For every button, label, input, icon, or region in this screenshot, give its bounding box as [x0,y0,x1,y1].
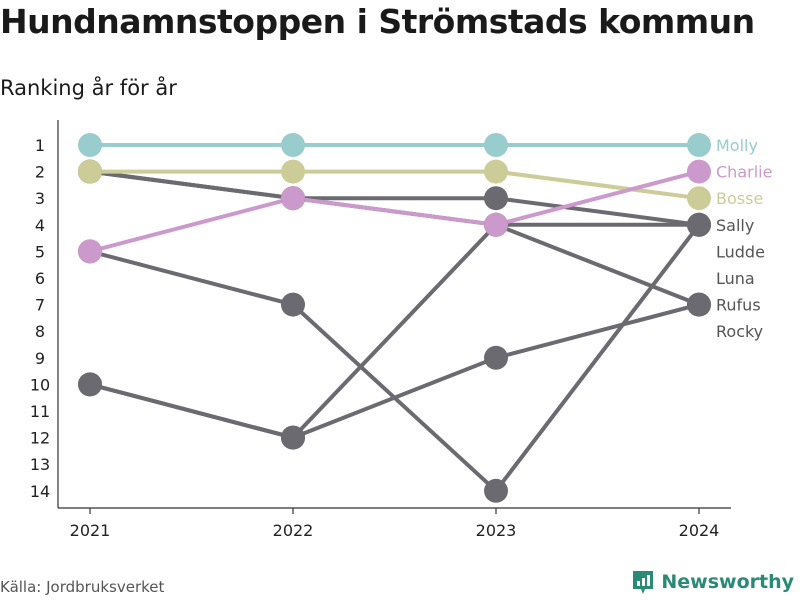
end-label-bosse: Bosse [716,189,763,208]
end-label-sally: Sally [716,216,754,235]
data-point-molly [687,133,711,157]
data-point-bosse [78,159,102,184]
series-line-sally [89,169,700,227]
series-line-ludde [89,222,699,440]
x-tick-label: 2021 [70,521,111,540]
series-line-luna [89,169,700,307]
end-label-ludde: Ludde [716,242,765,261]
series-line-charlie [89,169,700,254]
y-tick-label: 2 [35,163,45,182]
data-point-molly [484,133,508,157]
y-tick-label: 6 [35,269,45,288]
y-tick-label: 13 [30,455,50,474]
end-label-luna: Luna [716,269,755,288]
y-tick-label: 1 [35,136,45,155]
y-tick-label: 5 [35,242,45,261]
data-point-bosse [281,159,305,184]
data-point-bosse [687,186,711,211]
data-point-rufus [281,292,305,317]
y-tick-label: 4 [35,216,45,235]
data-point-charlie [281,186,305,211]
data-point-bosse [484,159,508,184]
y-tick-label: 8 [35,322,45,341]
x-tick-label: 2023 [476,521,517,540]
end-label-rocky: Rocky [716,322,763,341]
y-tick-label: 7 [35,296,45,315]
data-point-charlie [687,159,711,184]
x-tick-label: 2024 [679,521,720,540]
data-point-sally [484,186,508,211]
series-line-rocky [89,302,700,440]
data-point-ludde [78,372,102,397]
data-point-sally [687,212,711,237]
y-tick-label: 12 [30,429,50,448]
source-note: Källa: Jordbruksverket [0,578,165,596]
data-point-rufus [484,478,508,503]
x-tick-label: 2022 [273,521,314,540]
end-label-molly: Molly [716,136,758,155]
end-label-charlie: Charlie [716,163,772,182]
series-line-bosse [90,169,700,201]
y-tick-label: 11 [30,402,50,421]
data-point-rocky [484,345,508,370]
data-point-charlie [78,239,102,264]
data-point-molly [281,133,305,157]
bar-chart-icon [633,571,654,594]
y-tick-label: 3 [35,189,45,208]
y-tick-label: 10 [30,375,50,394]
data-point-luna [687,292,711,317]
brand-name: Newsworthy [661,571,794,593]
y-tick-label: 14 [30,482,50,501]
chart-title: Hundnamnstoppen i Strömstads kommun [0,2,755,41]
chart-subtitle: Ranking år för år [0,76,177,100]
data-point-molly [78,133,102,157]
data-point-charlie [484,212,508,237]
series-line-rufus [89,223,701,493]
end-label-rufus: Rufus [716,296,761,315]
brand-logo: Newsworthy [631,569,794,595]
data-point-ludde [281,425,305,450]
y-tick-label: 9 [35,349,45,368]
